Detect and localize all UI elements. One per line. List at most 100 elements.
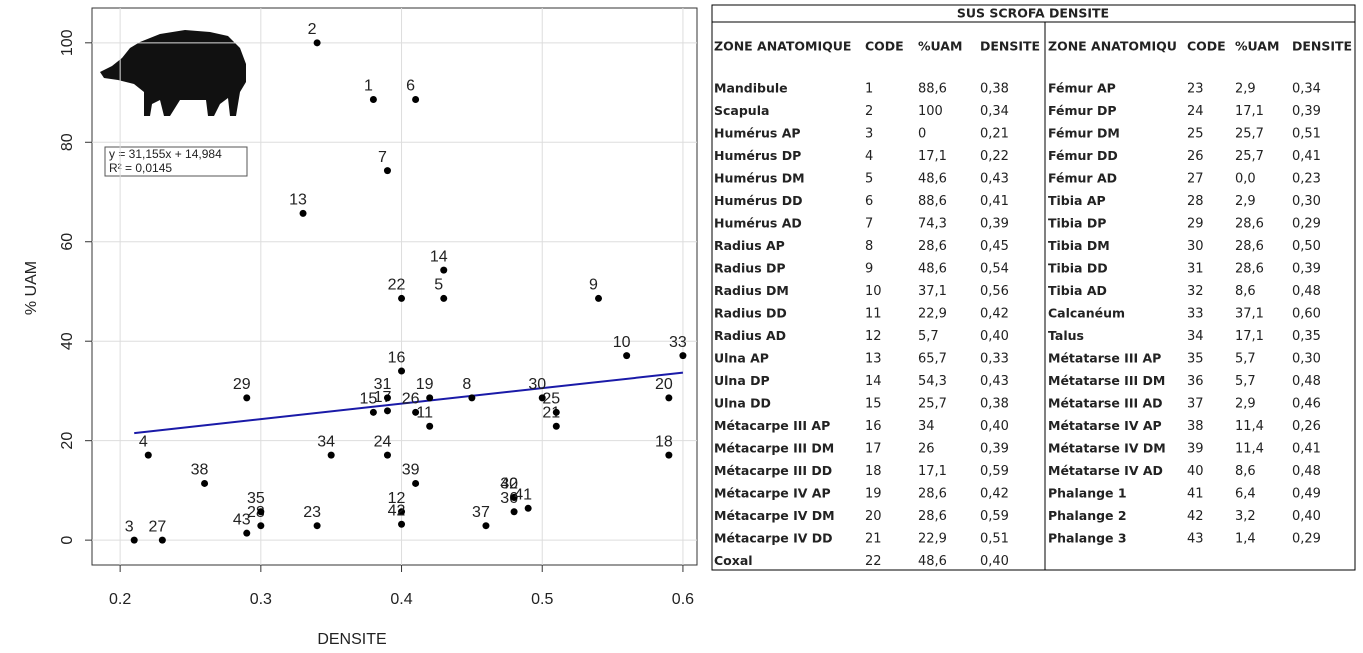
cell: 0,60 [1292,307,1321,322]
row-label: Tibia AD [1048,283,1107,298]
x-tick-label: 0.3 [250,591,272,608]
cell: 28,6 [1235,217,1264,232]
point-label: 38 [191,462,209,479]
point-label: 11 [416,404,433,421]
point-label: 39 [402,462,420,479]
cell: 43 [1187,532,1204,547]
cell: 29 [1187,217,1204,232]
point [595,294,603,302]
point-label: 28 [247,504,265,521]
row-label: Métacarpe III DM [714,441,834,456]
cell: 0,21 [980,127,1009,142]
cell: 17,1 [1235,329,1264,344]
row-label: Tibia DD [1048,261,1108,276]
cell: 0,39 [980,442,1009,457]
row-label: Humérus AP [714,126,801,141]
cell: 0,23 [1292,172,1321,187]
cell: 26 [918,442,935,457]
cell: 0,33 [980,352,1009,367]
point-label: 17 [374,389,392,406]
column-header: CODE [1187,39,1226,54]
cell: 0,0 [1235,172,1256,187]
row-label: Fémur DP [1048,103,1117,118]
cell: 14 [865,374,882,389]
cell: 25,7 [1235,127,1264,142]
cell: 34 [1187,329,1204,344]
point [369,408,377,416]
cell: 39 [1187,442,1204,457]
cell: 8,6 [1235,284,1256,299]
x-tick-label: 0.2 [109,591,131,608]
point [426,394,434,402]
cell: 5 [865,172,873,187]
point-label: 14 [430,248,448,265]
row-label: Fémur AD [1048,171,1117,186]
row-label: Radius DM [714,283,789,298]
point [510,508,518,516]
row-label: Humérus DD [714,193,802,208]
column-header: ZONE ANATOMIQU [1048,39,1177,54]
cell: 42 [1187,509,1204,524]
cell: 4 [865,149,873,164]
point-label: 15 [359,391,377,408]
cell: 0,39 [1292,104,1321,119]
equation-box [104,146,248,177]
point [482,522,490,530]
cell: 22,9 [918,307,947,322]
point-label: 5 [434,277,443,294]
cell: 0,59 [980,464,1009,479]
cell: 31 [1187,262,1204,277]
cell: 1,4 [1235,532,1256,547]
cell: 5,7 [1235,352,1256,367]
cell: 88,6 [918,82,947,97]
cell: 0,38 [980,397,1009,412]
cell: 0,54 [980,262,1009,277]
row-label: Métacarpe IV AP [714,486,831,501]
row-label: Phalange 1 [1048,486,1127,501]
point [398,520,406,528]
cell: 2,9 [1235,397,1256,412]
row-label: Métacarpe IV DM [714,508,835,523]
point-label: 35 [247,490,265,507]
cell: 11,4 [1235,419,1264,434]
cell: 0,40 [980,554,1009,569]
cell: 54,3 [918,374,947,389]
point-label: 27 [148,518,166,535]
row-label: Radius AP [714,238,785,253]
row-label: Métatarse III AD [1048,396,1163,411]
cell: 5,7 [918,329,939,344]
cell: 25 [1187,127,1204,142]
point [257,522,265,530]
equation: y = 31,155x + 14,984 [109,147,222,161]
row-label: Métacarpe III AP [714,418,830,433]
cell: 17,1 [918,149,947,164]
x-axis-title: DENSITE [317,631,386,648]
cell: 0,48 [1292,374,1321,389]
cell: 0,34 [980,104,1009,119]
row-label: Ulna DP [714,373,770,388]
cell: 2,9 [1235,194,1256,209]
point-label: 3 [125,518,134,535]
table-frame [711,4,1356,571]
cell: 0,43 [980,374,1009,389]
row-label: Talus [1048,328,1084,343]
point-label: 6 [406,78,415,95]
point-label: 29 [233,376,251,393]
row-label: Fémur DD [1048,148,1118,163]
point [552,408,560,416]
cell: 37 [1187,397,1204,412]
cell: 3,2 [1235,509,1256,524]
row-label: Humérus AD [714,216,802,231]
point [398,294,406,302]
row-label: Phalange 2 [1048,508,1127,523]
cell: 22 [865,554,882,569]
point [468,394,476,402]
row-label: Métatarse IV AD [1048,463,1163,478]
cell: 15 [865,397,882,412]
point [510,493,518,501]
cell: 3 [865,127,873,142]
y-tick-label: 40 [59,332,76,350]
row-label: Tibia DP [1048,216,1106,231]
point [665,451,673,459]
